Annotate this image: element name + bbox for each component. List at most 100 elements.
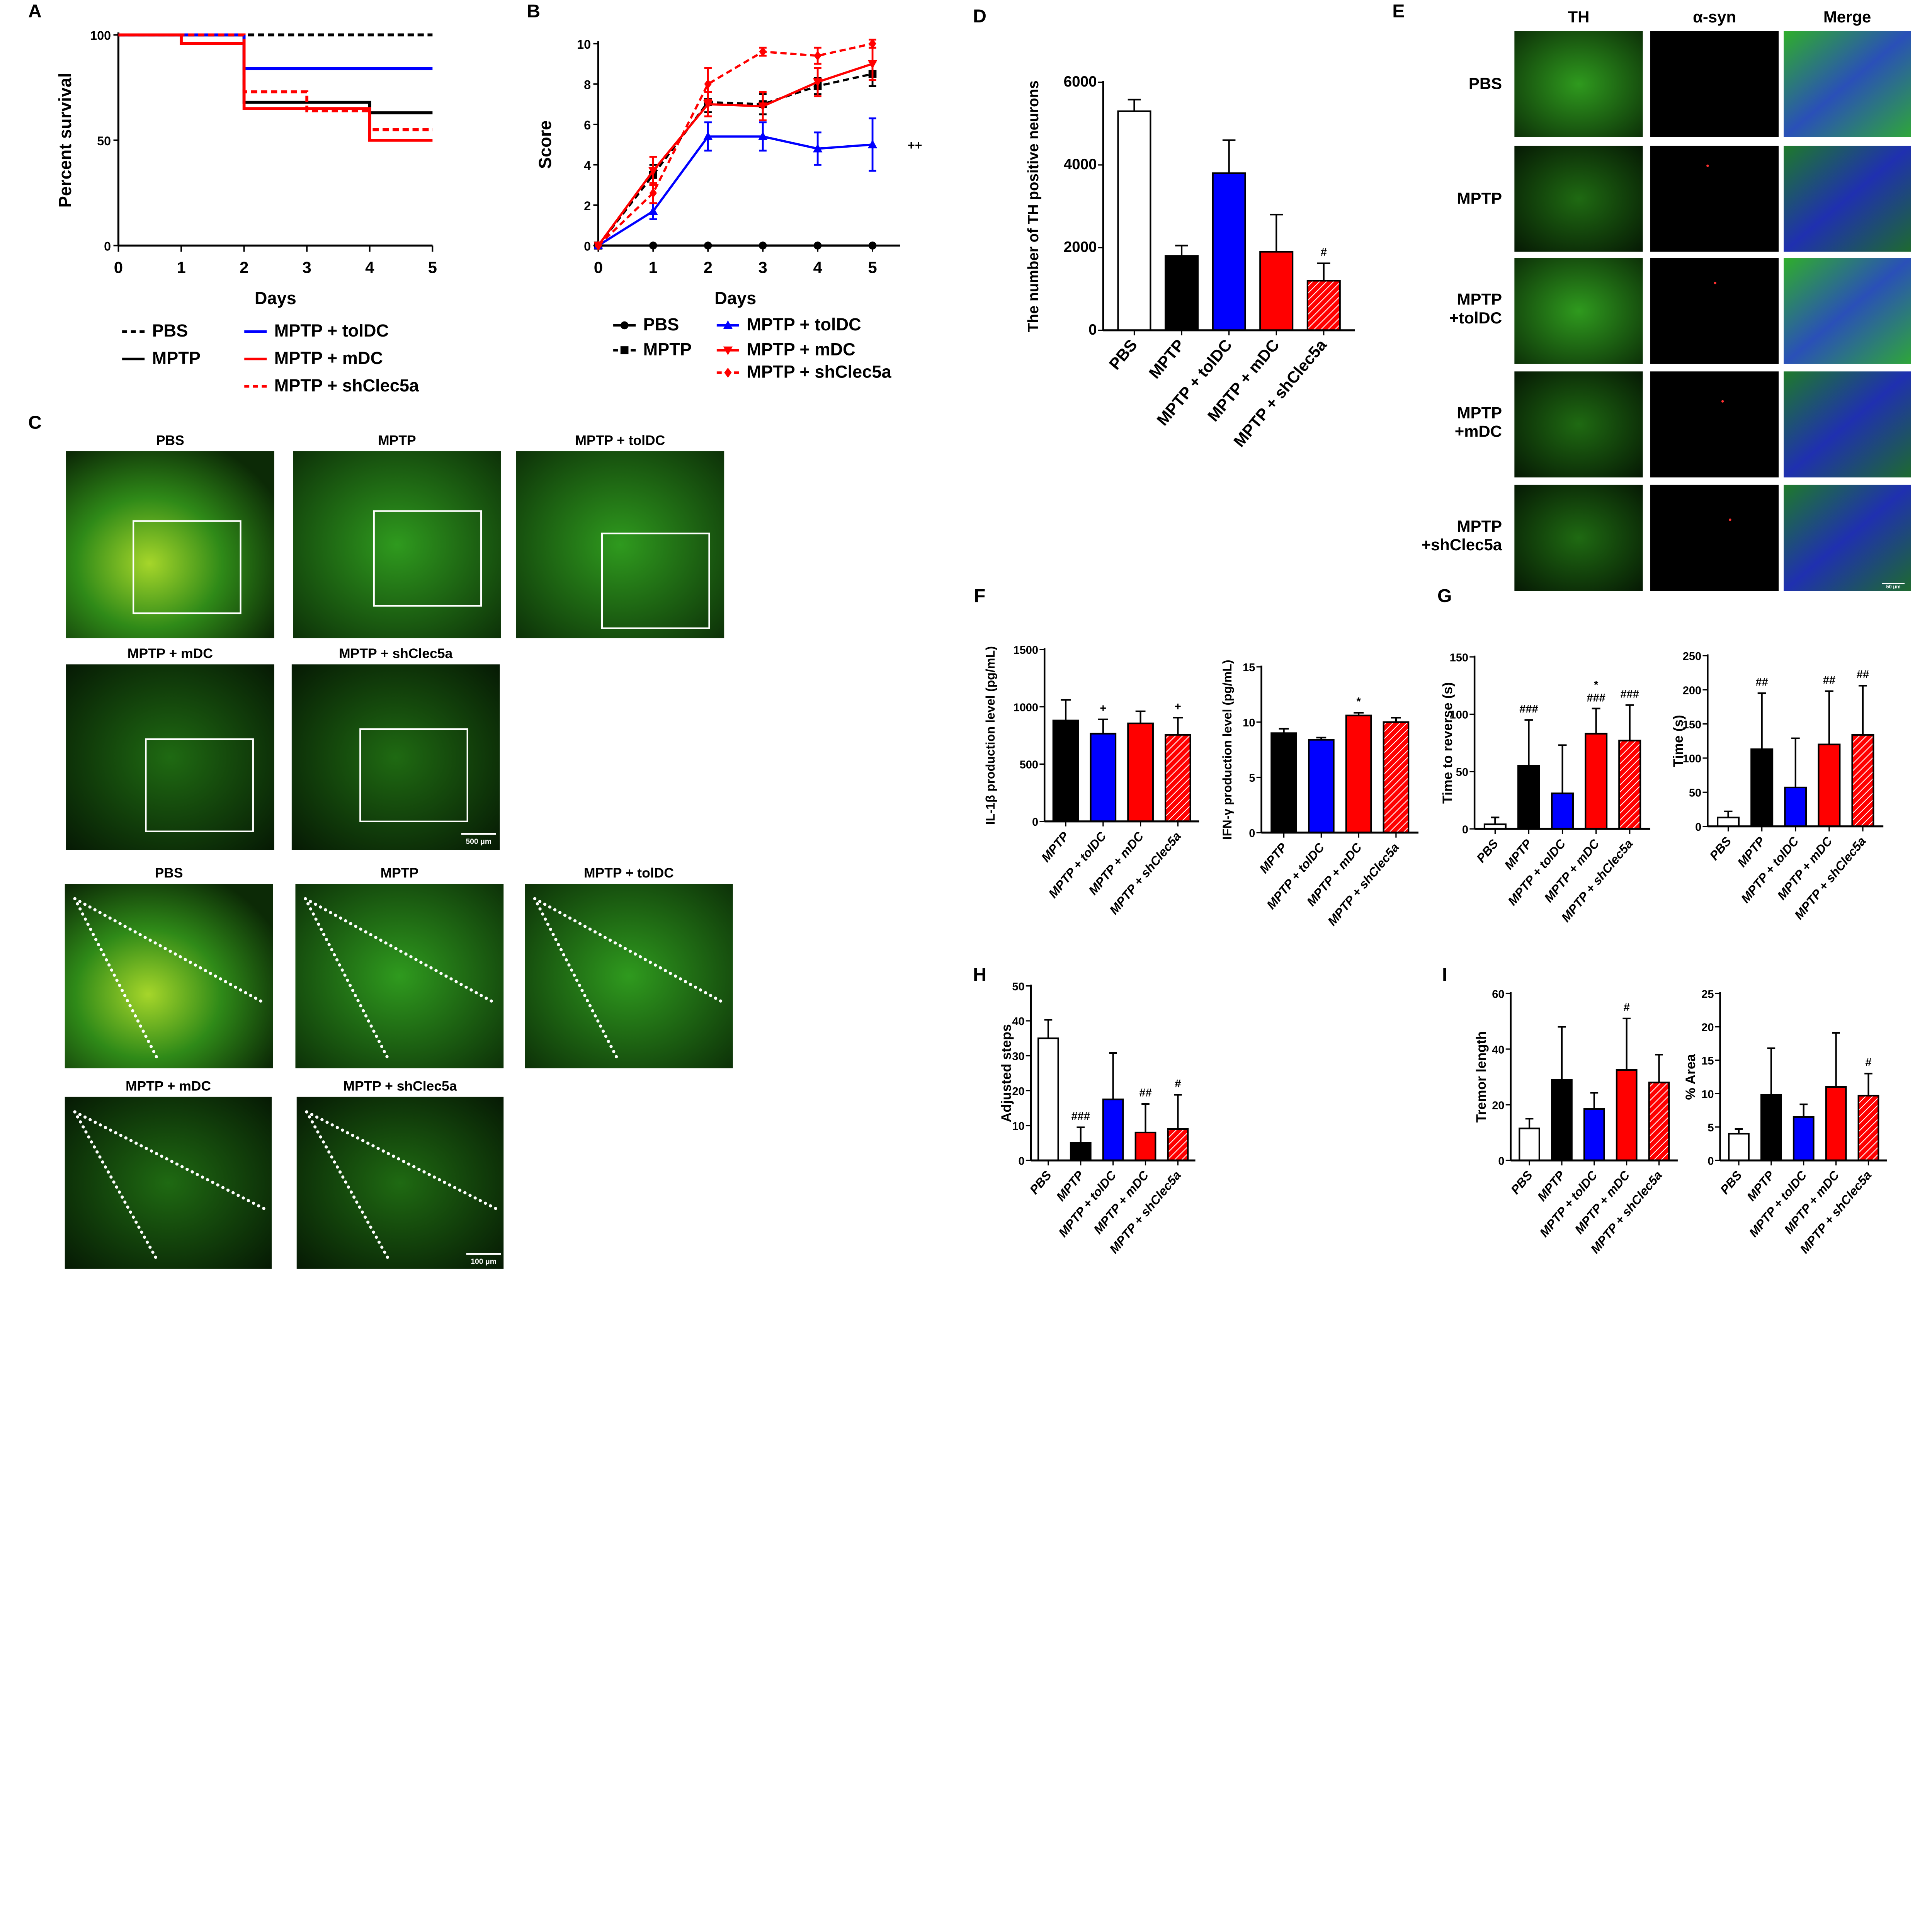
bar (1857, 1095, 1879, 1162)
row-label: MPTP +mDC (1455, 403, 1502, 440)
x-category-label: MPTP + tolDC (1746, 1168, 1810, 1240)
y-tick-label: 15 (1701, 1055, 1714, 1067)
chart-B: 0 2 4 6 8 10 0 1 2 3 4 5 Days Score PBS MPTP MPTP + tolD… (535, 37, 922, 382)
y-tick-label: 100 (1683, 753, 1701, 765)
micrograph-title: MPTP + mDC (128, 646, 213, 661)
y-tick-label: 10 (1701, 1088, 1714, 1101)
error-bar (1141, 1103, 1150, 1133)
chart-F1: 0 500 1000 1500 IL-1β production level (pg/m… (983, 644, 1199, 917)
micrograph-title: MPTP (381, 865, 419, 881)
y-axis-label: Percent survival (55, 73, 75, 207)
panel-letter: D (973, 6, 986, 27)
series-line (118, 33, 433, 70)
micrograph-image (525, 884, 733, 1068)
region-box (133, 520, 242, 614)
y-tick-label: 50 (1012, 981, 1024, 993)
data-point (868, 242, 877, 250)
panel-letter: B (527, 1, 540, 22)
error-bar (1558, 744, 1567, 794)
y-tick-label: 4000 (1064, 156, 1097, 173)
micrograph-title: MPTP + shClec5a (343, 1078, 457, 1094)
data-point (620, 346, 629, 354)
x-category-label: PBS (1718, 1168, 1745, 1197)
merge-image (1784, 146, 1911, 252)
x-category-label: MPTP + shClec5a (1230, 336, 1330, 451)
significance-mark: ## (1857, 668, 1869, 681)
y-tick-label: 0 (1695, 821, 1701, 833)
legend-item: MPTP + mDC (716, 339, 855, 359)
y-tick-label: 1000 (1014, 701, 1039, 714)
error-bar (1173, 717, 1183, 735)
bar (1212, 172, 1246, 331)
bar (1648, 1082, 1670, 1162)
y-tick-label: 100 (90, 29, 111, 43)
x-tick-label: 1 (649, 258, 658, 276)
legend-item: MPTP + tolDC (244, 321, 389, 340)
y-tick-label: 15 (1243, 662, 1255, 674)
y-tick-label: 50 (1689, 787, 1701, 799)
th-image (1514, 258, 1643, 364)
bar (1117, 110, 1151, 331)
data-point (867, 60, 878, 69)
y-tick-label: 0 (1018, 1155, 1024, 1168)
significance-mark: # (1321, 246, 1327, 259)
alpha-syn-signal (1721, 400, 1724, 403)
alpha-syn-image (1650, 146, 1779, 252)
error-bar (1858, 685, 1867, 735)
scale-bar-label: 500 μm (466, 837, 492, 846)
y-axis-label: Time to reverse (s) (1440, 682, 1455, 804)
legend-item: MPTP + mDC (244, 348, 383, 368)
bar (1517, 765, 1540, 830)
bar (1102, 1099, 1124, 1162)
x-tick-label: 1 (177, 258, 185, 276)
legend-label: MPTP (643, 339, 692, 359)
error-bar (1098, 718, 1108, 734)
legend-label: PBS (152, 321, 188, 340)
error-bar (1558, 1026, 1566, 1080)
significance-mark: + (1175, 701, 1181, 713)
legend-item: MPTP (122, 348, 201, 368)
series-line (118, 33, 433, 142)
x-category-label: PBS (1105, 336, 1141, 373)
x-category-label: PBS (1707, 834, 1734, 862)
panel-letter: A (28, 1, 42, 22)
micrograph-panel: MPTP (295, 865, 504, 1068)
y-tick-label: 0 (1032, 816, 1038, 828)
scale-bar-label: 100 μm (471, 1257, 497, 1266)
data-point (813, 78, 823, 87)
chart-A: 0 50 100 0 1 2 3 4 5 Days Percent survival PBS MPTP M… (55, 29, 437, 395)
significance-mark: # (1175, 1078, 1181, 1090)
y-tick-label: 25 (1701, 988, 1714, 1000)
data-point (703, 100, 713, 109)
alpha-syn-image (1650, 371, 1779, 478)
bar (1090, 733, 1117, 822)
chart-F2: 0 5 10 15 IFN-γ production level (pg/mL) MPTP… (1220, 660, 1418, 928)
error-bar (1625, 704, 1634, 741)
y-tick-label: 20 (1492, 1099, 1504, 1112)
x-tick-label: 2 (704, 258, 713, 276)
alpha-syn-image (1650, 258, 1779, 364)
alpha-syn-image (1650, 485, 1779, 591)
bar (1345, 714, 1372, 833)
series-line (118, 33, 433, 131)
bar (1070, 1142, 1092, 1162)
y-tick-label: 10 (577, 37, 591, 51)
bar (1717, 816, 1740, 827)
error-bar (1832, 1032, 1840, 1087)
significance-mark: # (1624, 1001, 1630, 1014)
data-point (704, 79, 712, 89)
error-bar (1109, 1052, 1117, 1100)
chart-D: 0 2000 4000 6000 The number of TH positive n… (1025, 73, 1355, 451)
y-axis-label: Adjusted steps (998, 1024, 1014, 1122)
x-category-label: MPTP + shClec5a (1107, 829, 1184, 917)
micrograph-title: MPTP + tolDC (575, 433, 665, 448)
micrograph-panel: PBS (65, 865, 273, 1068)
y-tick-label: 0 (584, 239, 591, 253)
legend-item: MPTP + tolDC (716, 315, 861, 334)
series-line (597, 135, 873, 247)
y-tick-label: 5 (1249, 772, 1255, 784)
x-category-label: MPTP (1502, 837, 1534, 872)
